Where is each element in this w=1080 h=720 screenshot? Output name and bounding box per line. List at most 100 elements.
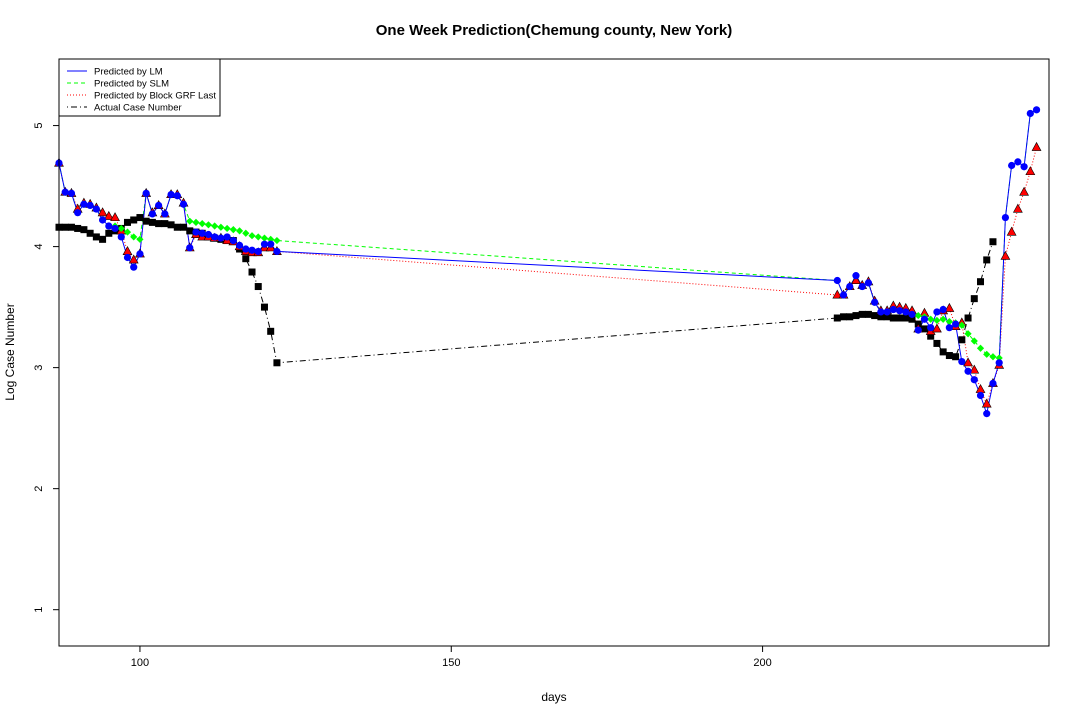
lm-circle-marker: [1008, 161, 1016, 170]
lm-circle-marker: [958, 357, 966, 366]
actual-square-marker: [871, 312, 879, 320]
actual-square-marker: [99, 235, 107, 243]
actual-square-marker: [908, 315, 916, 323]
lm-circle-marker: [939, 305, 947, 314]
lm-circle-marker: [852, 272, 860, 280]
grf-triangle-marker: [128, 254, 139, 264]
grf-triangle-marker: [1031, 141, 1042, 151]
lm-circle-marker: [889, 305, 897, 314]
lm-circle-marker: [86, 201, 94, 210]
slm-diamond-marker: [204, 221, 213, 229]
grf-triangle-marker: [110, 212, 120, 222]
lm-circle-marker: [67, 189, 76, 197]
x-tick-label: 200: [753, 657, 771, 669]
slm-diamond-marker: [933, 316, 941, 325]
actual-square-marker: [983, 256, 991, 264]
actual-square-marker: [67, 223, 75, 231]
actual-square-marker: [86, 229, 94, 237]
lm-circle-marker: [148, 210, 156, 218]
lm-circle-marker: [883, 308, 891, 316]
lm-circle-marker: [970, 376, 978, 384]
lm-circle-marker: [98, 216, 107, 224]
lm-circle-marker: [945, 324, 953, 332]
lm-circle-marker: [186, 244, 194, 252]
y-tick-label: 2: [33, 486, 45, 492]
actual-square-marker: [242, 255, 250, 263]
lm-circle-marker: [989, 379, 997, 387]
lm-circle-marker: [1001, 213, 1010, 222]
actual-square-marker: [952, 353, 960, 361]
grf-triangle-marker: [969, 364, 980, 374]
lm-circle-marker: [223, 233, 231, 241]
actual-square-marker: [167, 221, 175, 229]
legend-label-2: Predicted by Block GRF Last: [94, 91, 216, 102]
lm-circle-marker: [80, 200, 88, 208]
plot-area: [54, 106, 1042, 418]
lm-circle-marker: [839, 291, 848, 299]
lm-circle-marker: [1026, 109, 1034, 118]
lm-circle-marker: [74, 209, 82, 217]
series-markers-2: [54, 141, 1042, 408]
actual-square-marker: [958, 336, 966, 344]
slm-diamond-marker: [242, 229, 250, 237]
actual-square-marker: [142, 217, 150, 225]
lm-circle-marker: [976, 391, 985, 400]
actual-square-marker: [148, 218, 156, 226]
lm-circle-marker: [217, 234, 225, 242]
actual-square-marker: [858, 310, 866, 318]
lm-circle-marker: [105, 222, 113, 230]
slm-diamond-marker: [939, 315, 947, 323]
actual-square-marker: [833, 314, 841, 322]
actual-square-marker: [964, 314, 972, 322]
actual-square-marker: [186, 227, 194, 235]
actual-square-marker: [927, 332, 935, 340]
plot-frame: [58, 58, 1050, 647]
lm-circle-marker: [111, 224, 119, 233]
grf-triangle-marker: [103, 210, 114, 220]
lm-circle-marker: [895, 307, 904, 315]
actual-square-marker: [889, 314, 897, 322]
slm-diamond-marker: [217, 223, 225, 231]
actual-square-marker: [852, 312, 860, 320]
lm-circle-marker: [858, 282, 866, 291]
slm-diamond-marker: [130, 233, 138, 241]
lm-circle-marker: [235, 241, 244, 249]
lm-circle-marker: [211, 233, 219, 241]
actual-square-marker: [254, 283, 262, 291]
slm-diamond-marker: [260, 234, 269, 242]
lm-circle-marker: [61, 188, 69, 196]
actual-square-marker: [864, 310, 872, 318]
grf-triangle-marker: [932, 323, 942, 333]
actual-square-marker: [92, 233, 100, 241]
slm-diamond-marker: [223, 224, 231, 233]
lm-circle-marker: [914, 326, 922, 334]
grf-triangle-marker: [1000, 250, 1011, 260]
slm-diamond-marker: [989, 353, 997, 361]
actual-square-marker: [123, 218, 131, 226]
slm-diamond-marker: [983, 350, 991, 358]
x-tick-label: 150: [442, 657, 460, 669]
lm-circle-marker: [871, 298, 879, 306]
actual-square-marker: [105, 229, 113, 237]
lm-circle-marker: [952, 320, 960, 328]
actual-square-marker: [61, 223, 69, 231]
lm-circle-marker: [846, 282, 854, 291]
y-tick-label: 3: [33, 365, 45, 371]
lm-circle-marker: [833, 276, 841, 285]
series-line-1: [58, 109, 1037, 359]
actual-square-marker: [840, 313, 848, 321]
legend-label-0: Predicted by LM: [94, 67, 163, 78]
actual-square-marker: [136, 214, 144, 222]
slm-diamond-marker: [970, 337, 978, 345]
actual-square-marker: [80, 226, 88, 234]
lm-circle-marker: [933, 308, 941, 316]
lm-circle-marker: [273, 247, 281, 256]
lm-circle-marker: [1020, 163, 1028, 171]
actual-square-marker: [920, 325, 928, 333]
lm-circle-marker: [1032, 106, 1041, 114]
actual-square-marker: [173, 223, 181, 231]
lm-circle-marker: [1014, 158, 1022, 166]
slm-diamond-marker: [248, 232, 256, 240]
